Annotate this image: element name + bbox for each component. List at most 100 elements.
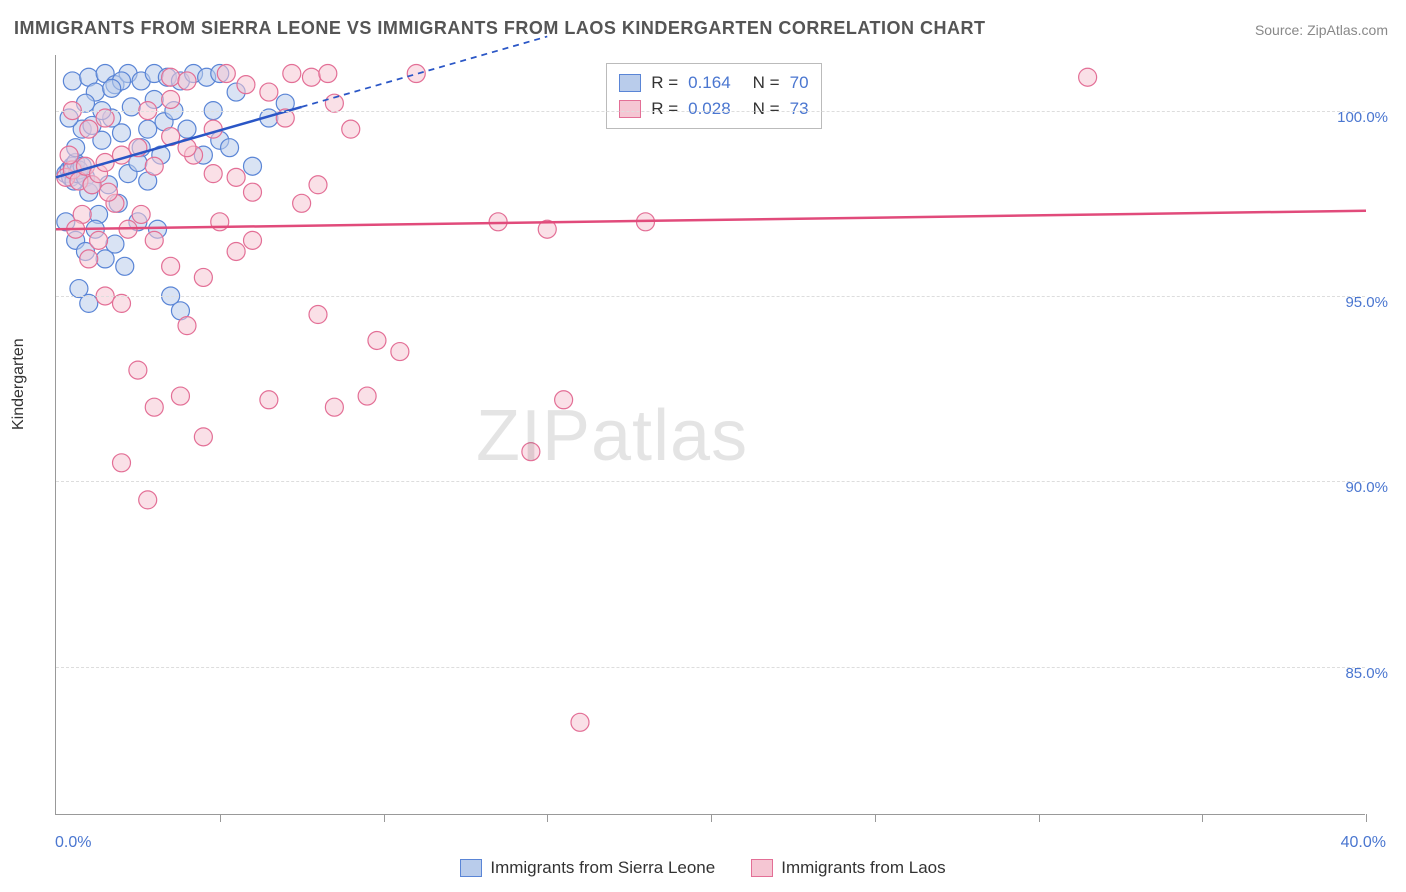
legend-label: Immigrants from Laos [781, 858, 945, 878]
x-tick [711, 814, 712, 822]
data-point [106, 235, 124, 253]
x-tick [220, 814, 221, 822]
data-point [194, 268, 212, 286]
data-point [391, 343, 409, 361]
legend-item: Immigrants from Sierra Leone [460, 858, 715, 878]
y-tick-label: 85.0% [1345, 665, 1388, 682]
legend-n-value: 73 [790, 99, 809, 119]
legend-row: R = 0.164 N = 70 [619, 70, 808, 96]
legend-r-label: R = [651, 73, 678, 93]
y-tick-label: 90.0% [1345, 479, 1388, 496]
data-point [217, 65, 235, 83]
legend-swatch [619, 74, 641, 92]
data-point [96, 109, 114, 127]
data-point [139, 120, 157, 138]
legend-label: Immigrants from Sierra Leone [490, 858, 715, 878]
data-point [244, 157, 262, 175]
data-point [145, 157, 163, 175]
data-point [237, 76, 255, 94]
data-point [368, 331, 386, 349]
data-point [358, 387, 376, 405]
data-point [103, 79, 121, 97]
data-point [325, 398, 343, 416]
data-point [122, 98, 140, 116]
data-point [204, 165, 222, 183]
legend-n-label: N = [753, 73, 780, 93]
data-point [145, 398, 163, 416]
legend-swatch [751, 859, 773, 877]
data-point [139, 491, 157, 509]
x-tick [875, 814, 876, 822]
data-point [260, 391, 278, 409]
legend-swatch [619, 100, 641, 118]
gridline [56, 667, 1365, 668]
data-point [178, 317, 196, 335]
legend-n-value: 70 [790, 73, 809, 93]
data-point [260, 83, 278, 101]
data-point [178, 72, 196, 90]
scatter-plot-area: ZIPatlas R =0.164N =70R =0.028N =73 [55, 55, 1365, 815]
legend-row: R = 0.028 N = 73 [619, 96, 808, 122]
gridline [56, 296, 1365, 297]
x-tick [1039, 814, 1040, 822]
data-point [129, 361, 147, 379]
data-point [162, 68, 180, 86]
data-point [162, 90, 180, 108]
data-point [145, 231, 163, 249]
data-point [309, 176, 327, 194]
y-tick-label: 100.0% [1337, 109, 1388, 126]
data-point [60, 146, 78, 164]
legend-n-label: N = [753, 99, 780, 119]
data-point [302, 68, 320, 86]
y-tick-label: 95.0% [1345, 294, 1388, 311]
data-point [162, 257, 180, 275]
data-point [132, 205, 150, 223]
x-axis-min-label: 0.0% [55, 834, 91, 852]
data-point [244, 231, 262, 249]
correlation-legend: R = 0.164 N = 70 R = 0.028 N = 73 [606, 63, 821, 129]
x-axis-max-label: 40.0% [1341, 834, 1386, 852]
source-attribution: Source: ZipAtlas.com [1255, 22, 1388, 38]
x-tick [547, 814, 548, 822]
data-point [244, 183, 262, 201]
data-point [407, 65, 425, 83]
data-point [227, 168, 245, 186]
data-point [522, 443, 540, 461]
data-point [80, 294, 98, 312]
data-point [90, 231, 108, 249]
data-point [204, 120, 222, 138]
legend-r-value: 0.164 [688, 73, 731, 93]
gridline [56, 111, 1365, 112]
data-point [171, 387, 189, 405]
data-point [80, 120, 98, 138]
data-point [178, 120, 196, 138]
data-point [116, 257, 134, 275]
legend-swatch [460, 859, 482, 877]
y-axis-title: Kindergarten [10, 338, 28, 430]
legend-item: Immigrants from Laos [751, 858, 945, 878]
data-point [63, 72, 81, 90]
data-point [342, 120, 360, 138]
data-point [283, 65, 301, 83]
data-point [227, 242, 245, 260]
data-point [99, 183, 117, 201]
trend-line [56, 211, 1366, 230]
gridline [56, 481, 1365, 482]
x-tick [1202, 814, 1203, 822]
data-point [1079, 68, 1097, 86]
data-point [571, 713, 589, 731]
plot-svg [56, 55, 1366, 815]
data-point [194, 428, 212, 446]
data-point [221, 139, 239, 157]
data-point [113, 124, 131, 142]
x-tick [1366, 814, 1367, 822]
data-point [80, 250, 98, 268]
data-point [555, 391, 573, 409]
data-point [319, 65, 337, 83]
legend-r-label: R = [651, 99, 678, 119]
data-point [113, 454, 131, 472]
x-tick [384, 814, 385, 822]
data-point [293, 194, 311, 212]
chart-title: IMMIGRANTS FROM SIERRA LEONE VS IMMIGRAN… [14, 18, 985, 39]
legend-r-value: 0.028 [688, 99, 731, 119]
